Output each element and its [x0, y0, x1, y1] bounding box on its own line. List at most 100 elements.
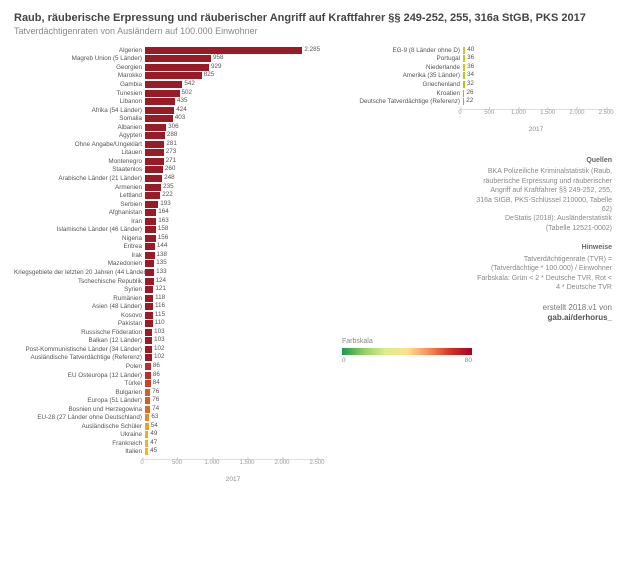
bar-track: 260	[145, 166, 324, 173]
bar	[145, 107, 174, 114]
bar-row: EG-9 (8 Länder ohne D)40	[342, 46, 612, 55]
bar	[145, 201, 158, 208]
bar-row: Bosnien und Herzegowina74	[14, 405, 324, 414]
bar-track: 47	[145, 440, 324, 447]
bar	[145, 124, 166, 131]
bar	[145, 55, 211, 62]
bar-track: 54	[145, 423, 324, 430]
bar	[145, 354, 152, 361]
bar-track: 124	[145, 278, 324, 285]
bar-label: Kroatien	[342, 90, 463, 97]
bar-label: Algerien	[14, 47, 145, 54]
bar-label: Griechenland	[342, 81, 463, 88]
bar-label: Rumänien	[14, 295, 145, 302]
bar-track: 36	[463, 55, 612, 62]
bar-label: Ohne Angabe/Ungeklärt	[14, 141, 145, 148]
credit-link[interactable]: gab.ai/derhorus_	[548, 313, 612, 322]
bar-row: Tschechische Republik124	[14, 277, 324, 286]
bar-track: 115	[145, 312, 324, 319]
bar-row: Polen86	[14, 362, 324, 371]
bar-row: Pakistan 110	[14, 320, 324, 329]
info-block: Quellen BKA Polizeiliche Kriminalstatist…	[342, 146, 612, 324]
color-scale: Farbskala 080	[342, 338, 612, 364]
bar-track: 288	[145, 132, 324, 139]
bar-track: 34	[463, 72, 612, 79]
bar-row: Bulgarien76	[14, 388, 324, 397]
bar-row: Algerien 2.285	[14, 46, 324, 55]
bar-row: Irak138	[14, 251, 324, 260]
bar-label: Italien	[14, 448, 145, 455]
bar-track: 403	[145, 115, 324, 122]
axis-tick: 0	[458, 110, 461, 116]
bar-value: 2.285	[302, 46, 320, 53]
bar-track: 22	[463, 98, 612, 105]
bar-value: 76	[150, 388, 159, 395]
bar	[145, 235, 156, 242]
bar	[145, 278, 154, 285]
bar-label: Asien (48 Länder)	[14, 303, 145, 310]
bar-value: 40	[465, 46, 474, 53]
bar-value: 235	[161, 183, 174, 190]
bar-label: Arabische Länder (21 Länder)	[14, 175, 145, 182]
bar-row: Europa (51 Länder)76	[14, 396, 324, 405]
bar-value: 63	[149, 413, 158, 420]
bar-label: EU Osteuropa (12 Länder)	[14, 372, 145, 379]
bar-row: Balkan (12 Länder)103	[14, 337, 324, 346]
bar-value: 158	[156, 225, 169, 232]
bar-value: 138	[155, 251, 168, 258]
bar-label: Ausländische Schüler	[14, 423, 145, 430]
bar	[145, 64, 209, 71]
bar-label: Lettland	[14, 192, 145, 199]
bar-label: Pakistan	[14, 320, 145, 327]
bar-value: 110	[153, 319, 165, 326]
bar-label: Magreb Union (5 Länder)	[14, 55, 145, 62]
bar-label: Syrien	[14, 286, 145, 293]
right-panel: EG-9 (8 Länder ohne D)40Portugal36Nieder…	[342, 46, 612, 478]
bar-track: 103	[145, 329, 324, 336]
bar-row: Gambia542	[14, 80, 324, 89]
bar-track: 424	[145, 107, 324, 114]
left-panel: Algerien 2.285 Magreb Union (5 Länder)958 G…	[14, 46, 324, 478]
bar-value: 32	[465, 80, 474, 87]
bar-track: 49	[145, 431, 324, 438]
bar-track: 435	[145, 98, 324, 105]
bar-track: 45	[145, 448, 324, 455]
bar-label: Kriegsgebiete der letzten 20 Jahren (44 …	[14, 269, 145, 276]
bar-value: 271	[164, 157, 177, 164]
bar-label: Somalia	[14, 115, 145, 122]
axis-tick: 500	[484, 110, 494, 116]
bar-value: 102	[152, 345, 165, 352]
bar-label: EG-9 (8 Länder ohne D)	[342, 47, 463, 54]
bar-row: Frankreich47	[14, 439, 324, 448]
axis-tick: 2.500	[599, 110, 614, 116]
bar-row: Italien45	[14, 448, 324, 457]
bar-value: 103	[152, 336, 165, 343]
bar-value: 424	[174, 106, 187, 113]
bar-label: Deutsche Tatverdächtige (Referenz)	[342, 98, 463, 105]
bar	[145, 226, 156, 233]
chart-title: Raub, räuberische Erpressung und räuberi…	[14, 12, 626, 24]
bar	[145, 81, 182, 88]
bar-track: 135	[145, 260, 324, 267]
bar-value: 22	[464, 97, 473, 104]
bar	[145, 141, 164, 148]
bar-label: Iran	[14, 218, 145, 225]
bar-value: 248	[162, 174, 175, 181]
bar-value: 86	[151, 362, 160, 369]
bar-row: Eritrea144	[14, 243, 324, 252]
right-axis: 2017 05001.0001.5002.0002.500	[342, 109, 612, 128]
bar-row: Tunesien502	[14, 89, 324, 98]
bar	[145, 209, 156, 216]
bar-label: Ausländische Tatverdächtige (Referenz)	[14, 354, 145, 361]
bar-row: Albanien306	[14, 123, 324, 132]
bar-track: 248	[145, 175, 324, 182]
bar-value: 163	[156, 217, 169, 224]
bar	[145, 90, 180, 97]
bar-value: 306	[166, 123, 179, 130]
bar-track: 222	[145, 192, 324, 199]
bar-row: Armenien235	[14, 183, 324, 192]
bar-row: Magreb Union (5 Länder)958	[14, 55, 324, 64]
bar	[145, 192, 160, 199]
bar-row: Nigeria156	[14, 234, 324, 243]
bar-row: Türkei84	[14, 379, 324, 388]
